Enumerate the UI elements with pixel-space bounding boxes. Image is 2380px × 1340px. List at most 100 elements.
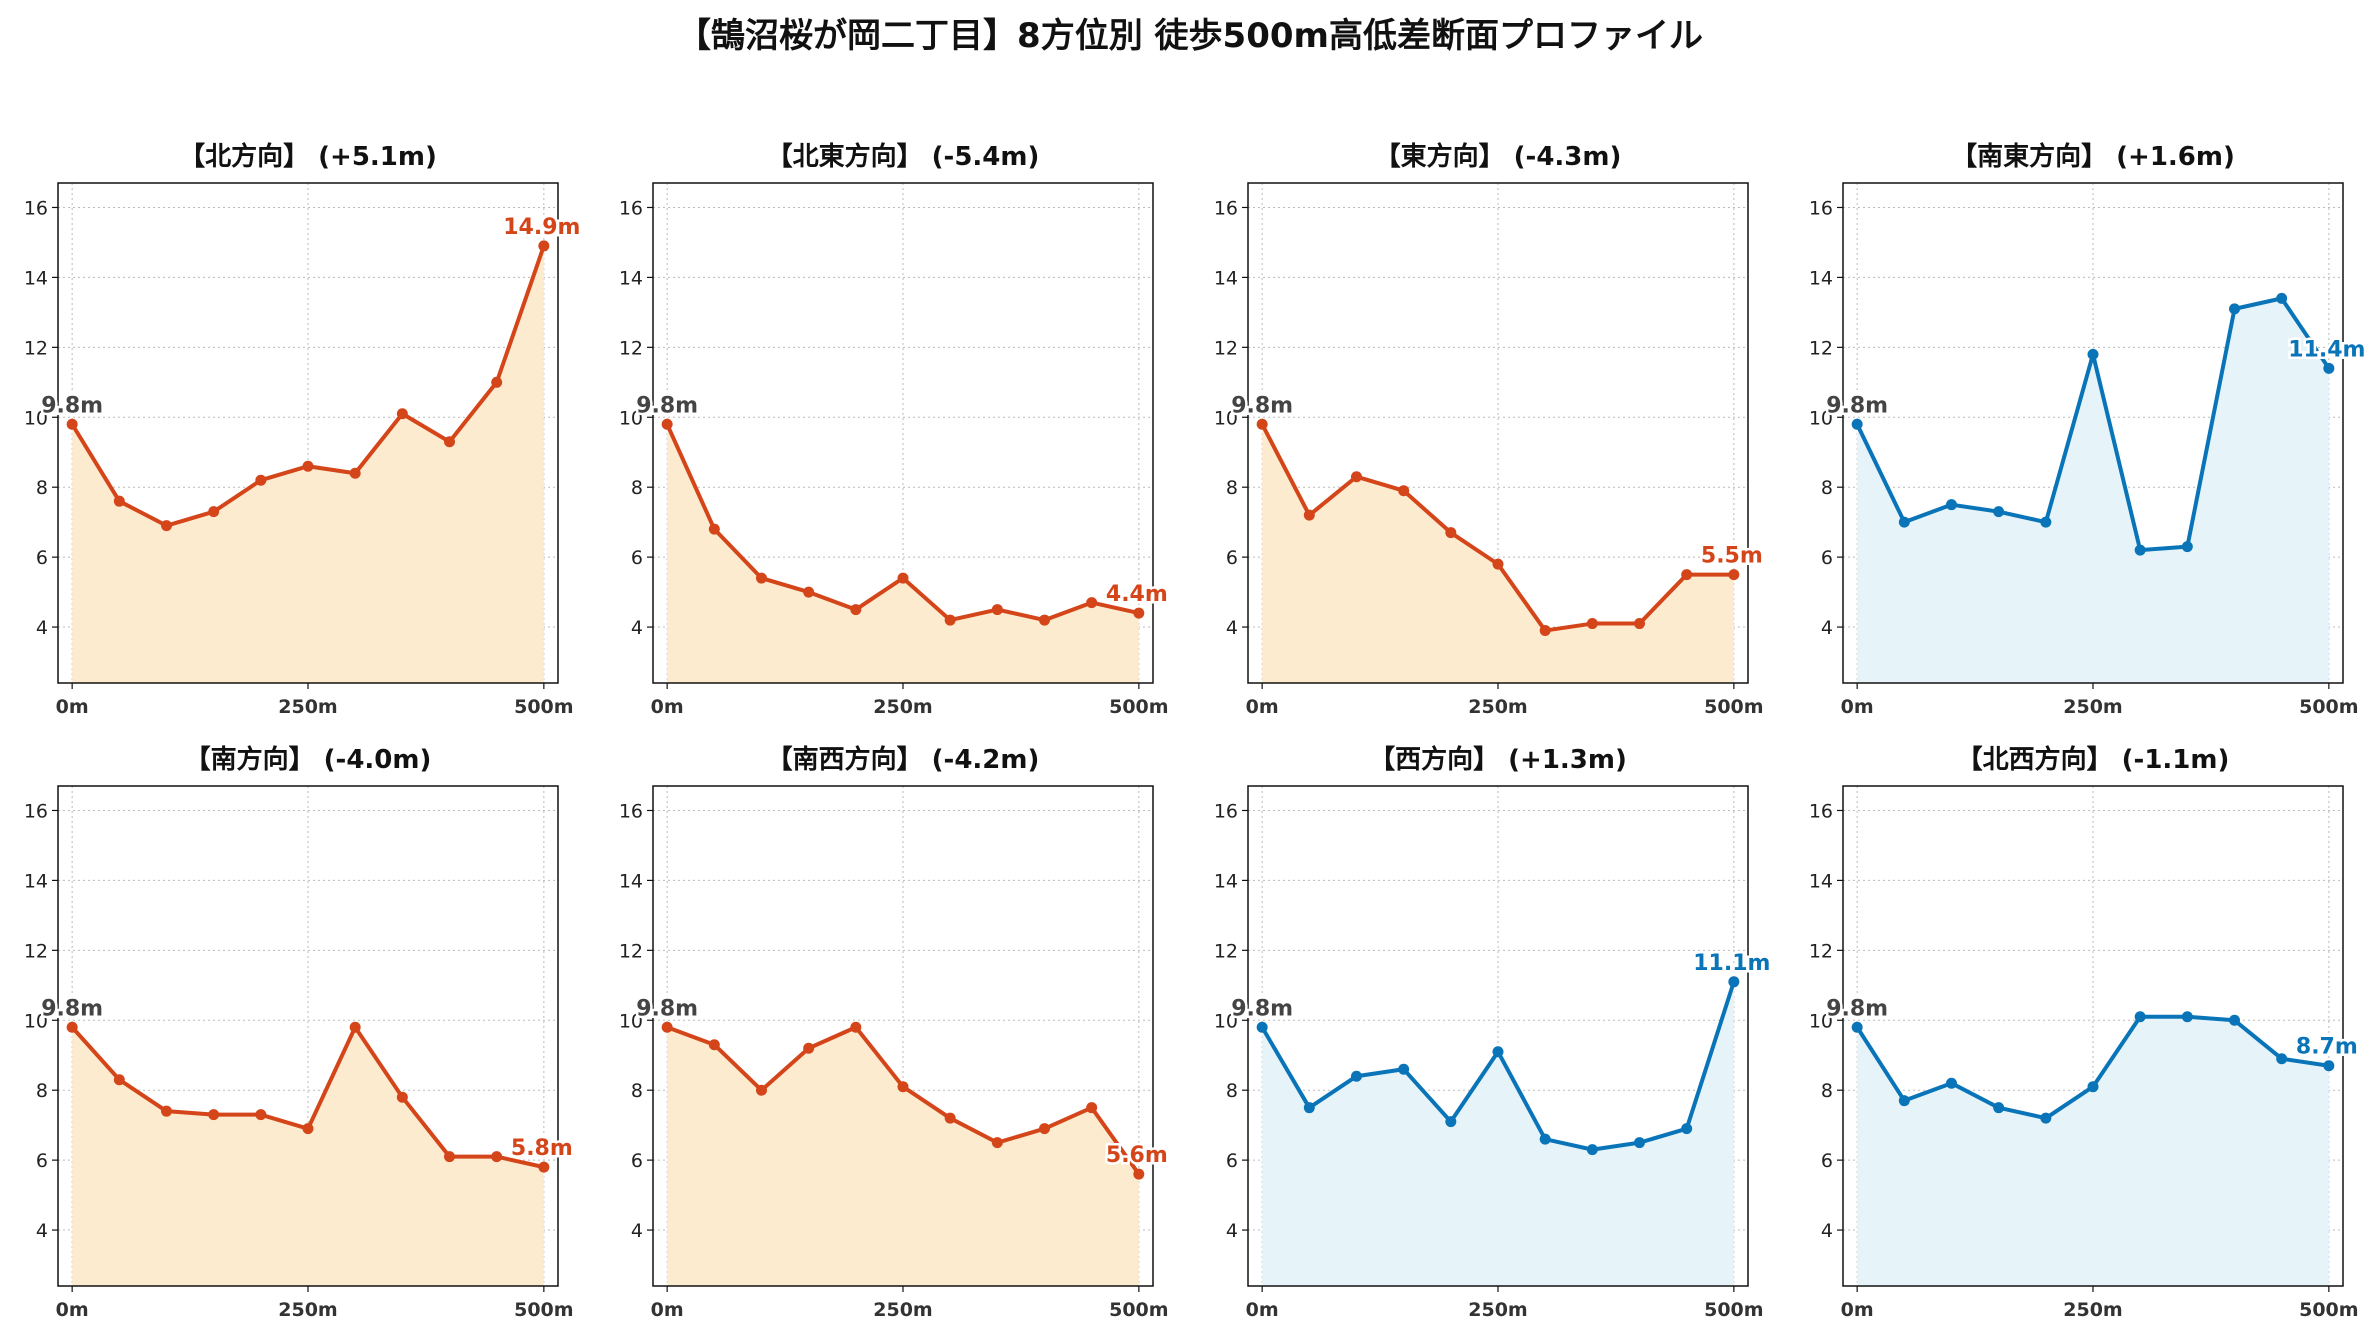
elevation-area	[667, 1027, 1139, 1286]
panel-title: 【北西方向】 (-1.1m)	[1957, 744, 2230, 775]
x-tick-label: 500m	[2299, 1299, 2358, 1321]
elevation-point	[1039, 614, 1051, 626]
elevation-point	[755, 1084, 767, 1096]
end-elevation-label: 4.4m	[1106, 582, 1168, 607]
elevation-point	[803, 1042, 815, 1054]
elevation-point	[66, 1021, 78, 1033]
elevation-point	[944, 614, 956, 626]
y-tick-label: 8	[36, 1080, 48, 1102]
profile-panel: 【北東方向】 (-5.4m) 4 6 8 10 12 14 16 0m 250m 500m 9.8m 4…	[619, 141, 1170, 718]
elevation-point	[1586, 618, 1598, 630]
y-tick-label: 8	[36, 477, 48, 499]
elevation-point	[755, 572, 767, 584]
y-tick-label: 10	[619, 407, 643, 429]
x-tick-label: 250m	[873, 1299, 932, 1321]
elevation-point	[444, 1151, 456, 1163]
panel-title: 【南東方向】 (+1.6m)	[1951, 141, 2235, 172]
x-tick-label: 0m	[56, 1299, 89, 1321]
elevation-point	[1634, 618, 1646, 630]
elevation-point	[1398, 1063, 1410, 1075]
profile-panel: 【西方向】 (+1.3m) 4 6 8 10 12 14 16 0m 250m 500m 9.8m 11…	[1214, 744, 1773, 1321]
y-tick-label: 4	[1821, 1220, 1833, 1242]
x-tick-label: 0m	[1841, 696, 1874, 718]
profile-panel: 【南方向】 (-4.0m) 4 6 8 10 12 14 16 0m 250m 500m 9.8m 5.…	[24, 744, 575, 1321]
x-tick-label: 500m	[514, 696, 573, 718]
elevation-point	[160, 520, 172, 532]
elevation-point	[1681, 569, 1693, 581]
y-tick-label: 8	[1821, 477, 1833, 499]
elevation-point	[255, 1109, 267, 1121]
y-tick-label: 6	[36, 547, 48, 569]
x-tick-label: 250m	[1468, 696, 1527, 718]
y-tick-label: 12	[1214, 337, 1238, 359]
y-tick-label: 12	[1809, 337, 1833, 359]
x-tick-label: 0m	[1246, 1299, 1279, 1321]
elevation-point	[1728, 976, 1740, 988]
x-tick-label: 250m	[278, 696, 337, 718]
y-tick-label: 10	[1214, 1010, 1238, 1032]
elevation-point	[1350, 471, 1362, 483]
elevation-point	[2134, 1011, 2146, 1023]
elevation-point	[444, 436, 456, 448]
panel-title: 【北東方向】 (-5.4m)	[767, 141, 1040, 172]
y-tick-label: 4	[631, 617, 643, 639]
x-tick-label: 250m	[2063, 696, 2122, 718]
elevation-point	[1445, 527, 1457, 539]
elevation-point	[1398, 485, 1410, 497]
elevation-point	[1086, 1102, 1098, 1114]
y-tick-label: 4	[1821, 617, 1833, 639]
end-elevation-label: 5.6m	[1106, 1143, 1168, 1168]
x-tick-label: 250m	[2063, 1299, 2122, 1321]
start-elevation-label: 9.8m	[41, 393, 103, 418]
y-tick-label: 14	[619, 870, 643, 892]
elevation-point	[1086, 597, 1098, 609]
start-elevation-label: 9.8m	[1231, 393, 1293, 418]
figure-title: 【鵠沼桜が岡二丁目】8方位別 徒歩500m高低差断面プロファイル	[677, 16, 1703, 56]
start-elevation-label: 9.8m	[636, 996, 698, 1021]
start-elevation-label: 9.8m	[1826, 996, 1888, 1021]
x-tick-label: 0m	[1246, 696, 1279, 718]
elevation-point	[2229, 303, 2241, 315]
elevation-area	[667, 424, 1139, 683]
elevation-point	[160, 1105, 172, 1117]
elevation-point	[2087, 348, 2099, 360]
elevation-point	[2181, 541, 2193, 553]
elevation-point	[66, 418, 78, 430]
y-tick-label: 12	[24, 940, 48, 962]
elevation-point	[208, 1109, 220, 1121]
start-elevation-label: 9.8m	[41, 996, 103, 1021]
elevation-point	[897, 572, 909, 584]
x-tick-label: 500m	[514, 1299, 573, 1321]
y-tick-label: 12	[24, 337, 48, 359]
x-tick-label: 0m	[651, 696, 684, 718]
y-tick-label: 4	[1226, 617, 1238, 639]
elevation-point	[1133, 607, 1145, 619]
elevation-point	[1539, 1133, 1551, 1145]
elevation-point	[1851, 418, 1863, 430]
y-tick-label: 12	[619, 337, 643, 359]
end-elevation-label: 5.8m	[511, 1136, 573, 1161]
y-tick-label: 6	[631, 1150, 643, 1172]
elevation-point	[2181, 1011, 2193, 1023]
end-elevation-label: 5.5m	[1701, 544, 1763, 569]
y-tick-label: 8	[631, 1080, 643, 1102]
elevation-point	[708, 523, 720, 535]
elevation-area	[72, 1027, 544, 1286]
elevation-point	[208, 506, 220, 518]
elevation-point	[850, 604, 862, 616]
elevation-point	[1039, 1123, 1051, 1135]
elevation-point	[2323, 1060, 2335, 1072]
y-tick-label: 10	[1214, 407, 1238, 429]
x-tick-label: 250m	[873, 696, 932, 718]
elevation-area	[72, 245, 544, 683]
x-tick-label: 500m	[1109, 696, 1168, 718]
y-tick-label: 10	[1809, 1010, 1833, 1032]
x-tick-label: 0m	[1841, 1299, 1874, 1321]
x-tick-label: 500m	[1704, 1299, 1763, 1321]
elevation-point	[302, 1123, 314, 1135]
elevation-point	[2087, 1081, 2099, 1093]
y-tick-label: 6	[36, 1150, 48, 1172]
elevation-point	[349, 467, 361, 479]
elevation-point	[897, 1081, 909, 1093]
